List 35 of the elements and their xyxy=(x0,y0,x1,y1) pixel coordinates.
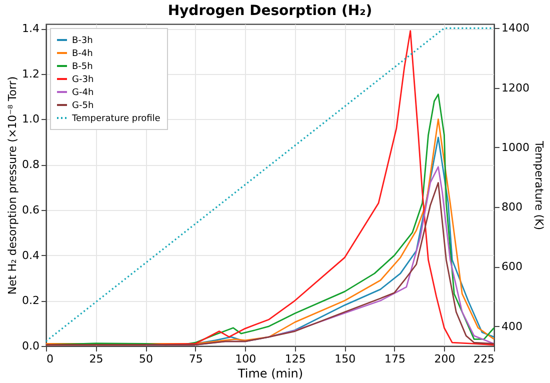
legend-label: Temperature profile xyxy=(71,114,161,124)
legend-label: B-5h xyxy=(72,62,93,72)
x-axis-title: Time (min) xyxy=(236,366,304,380)
y2-tick-label: 1400 xyxy=(502,22,530,35)
chart-title: Hydrogen Desorption (H₂) xyxy=(168,3,372,20)
x-tick-label: 75 xyxy=(188,352,203,366)
y-tick-label: 0.8 xyxy=(22,158,40,172)
x-tick-label: 125 xyxy=(284,352,306,366)
y-tick-label: 0.4 xyxy=(22,248,40,262)
x-tick-label: 100 xyxy=(235,352,256,366)
y2-tick-label: 1200 xyxy=(502,81,530,94)
x-tick-label: 25 xyxy=(89,352,104,366)
legend-label: G-4h xyxy=(72,88,94,98)
x-tick-label: 175 xyxy=(384,352,406,366)
legend-label: B-3h xyxy=(72,36,93,46)
y2-tick-label: 800 xyxy=(502,200,522,214)
x-tick-label: 150 xyxy=(334,352,356,366)
x-tick-label: 200 xyxy=(434,352,456,366)
x-tick-label: 225 xyxy=(474,352,494,366)
x-tick-label: 50 xyxy=(139,352,154,366)
legend-label: B-4h xyxy=(72,49,93,59)
x-tick-label: 0 xyxy=(46,352,54,366)
y-tick-label: 1.2 xyxy=(22,67,40,80)
legend-label: G-3h xyxy=(72,75,94,85)
y2-tick-label: 400 xyxy=(502,320,522,333)
y-tick-label: 0.2 xyxy=(22,294,40,308)
y2-tick-label: 600 xyxy=(502,260,522,274)
y-tick-label: 1.0 xyxy=(22,112,40,126)
y2-axis-title: Temperature (K) xyxy=(532,140,546,230)
y2-tick-label: 1000 xyxy=(502,140,530,154)
y-tick-label: 0.6 xyxy=(22,203,40,216)
y-tick-label: 0.0 xyxy=(22,340,40,352)
y-axis-title: Net H₂ desorption pressure (×10⁻⁸ Torr) xyxy=(6,76,20,295)
legend-label: G-5h xyxy=(72,101,94,111)
y-tick-label: 1.4 xyxy=(22,22,40,36)
